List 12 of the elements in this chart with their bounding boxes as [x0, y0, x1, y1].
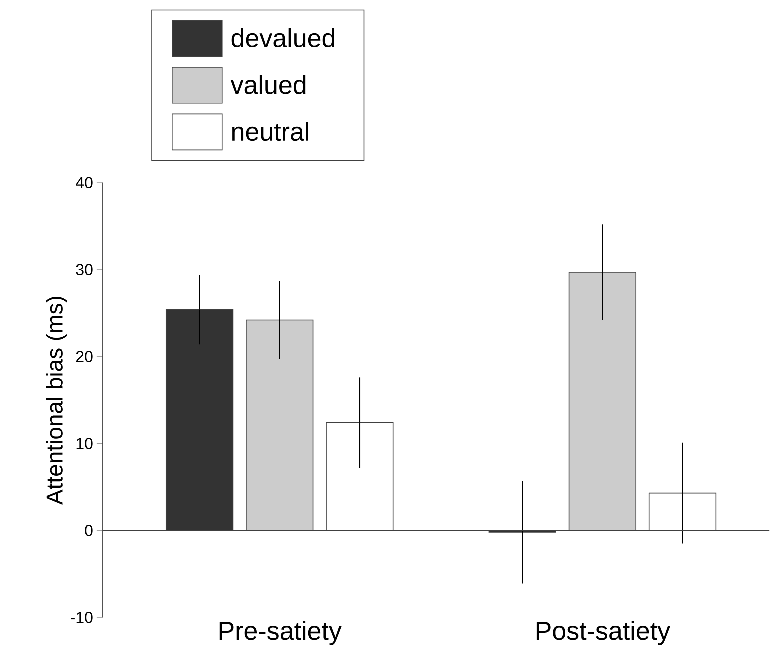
x-tick-label: Post-satiety [536, 621, 671, 646]
y-tick-label: 30 [76, 264, 93, 276]
legend-label: devalued [232, 28, 335, 48]
y-tick-label: 20 [76, 351, 93, 363]
y-tick-label: -10 [71, 612, 93, 624]
y-tick-label: 40 [76, 177, 93, 189]
y-axis-title: Attentional bias (ms) [46, 297, 68, 506]
legend-label: neutral [232, 122, 308, 142]
legend-label: valued [230, 75, 306, 94]
y-tick-label: 10 [76, 438, 93, 450]
x-tick-label: Pre-satiety [220, 621, 342, 646]
y-tick-label: 0 [85, 525, 93, 537]
